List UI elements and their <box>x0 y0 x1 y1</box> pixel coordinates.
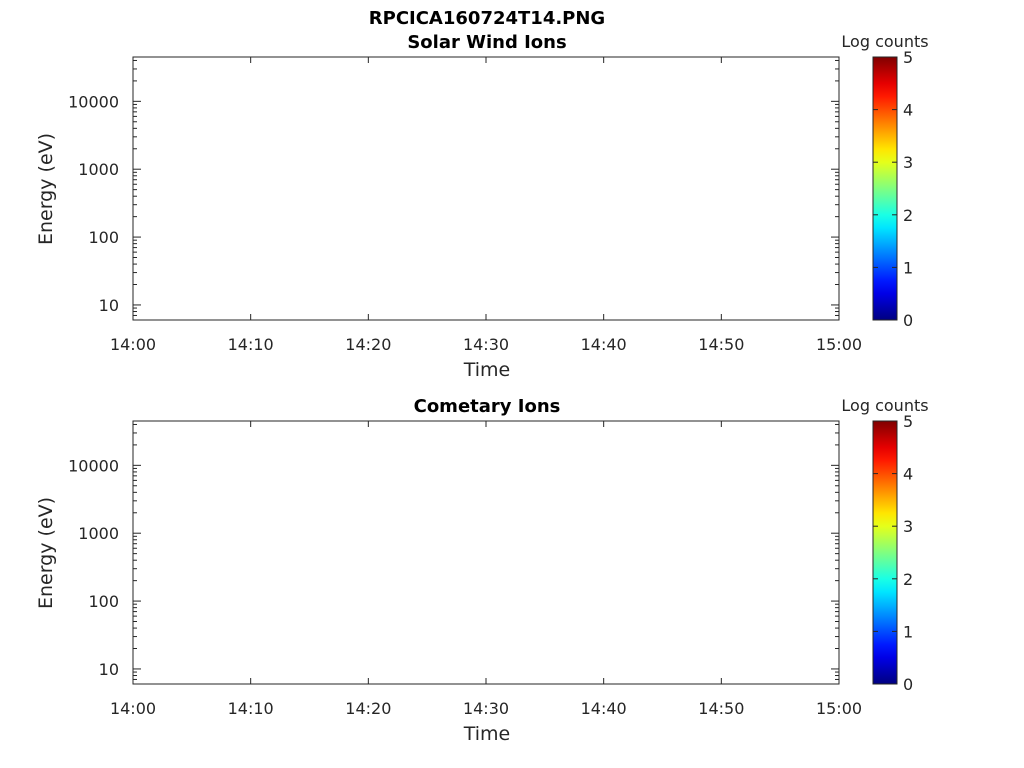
x-tick-label: 14:50 <box>698 335 744 354</box>
colorbar: 0 1 2 3 4 5 <box>872 48 913 330</box>
x-tick-label: 14:30 <box>463 699 509 718</box>
x-tick-label: 14:50 <box>698 699 744 718</box>
colorbar-label: Log counts <box>841 396 928 415</box>
colorbar-tick-label: 1 <box>903 622 913 641</box>
x-axis-label: Time <box>463 723 511 745</box>
y-tick-label: 10000 <box>68 92 119 111</box>
figure-title: RPCICA160724T14.PNG <box>369 8 605 29</box>
panel-solar-wind-ions: Solar Wind Ions 14:00 14:10 14:20 14:30 14:4… <box>35 32 929 381</box>
colorbar-tick-label: 0 <box>903 311 913 330</box>
x-tick-label: 14:20 <box>345 699 391 718</box>
colorbar-tick-label: 2 <box>903 570 913 589</box>
y-tick-label: 100 <box>88 228 119 247</box>
y-tick-label: 1000 <box>78 524 119 543</box>
x-tick-label: 15:00 <box>816 335 862 354</box>
colorbar-tick-label: 5 <box>903 412 913 431</box>
colorbar-gradient <box>872 420 898 685</box>
y-axis: 10 100 1000 10000 <box>68 59 839 321</box>
panel-cometary-ions: Cometary Ions 14:00 14:10 14:20 14:30 14:40 1… <box>35 396 929 745</box>
x-tick-label: 14:00 <box>110 699 156 718</box>
plot-area <box>132 56 840 321</box>
colorbar-tick-label: 0 <box>903 675 913 694</box>
x-tick-label: 15:00 <box>816 699 862 718</box>
y-tick-label: 10 <box>99 660 119 679</box>
x-axis-label: Time <box>463 359 511 381</box>
colorbar-label: Log counts <box>841 32 928 51</box>
colorbar-tick-label: 3 <box>903 517 913 536</box>
x-tick-label: 14:10 <box>228 335 274 354</box>
colorbar-tick-label: 4 <box>903 101 913 120</box>
y-tick-label: 10 <box>99 296 119 315</box>
colorbar-tick-label: 5 <box>903 48 913 67</box>
y-tick-label: 1000 <box>78 160 119 179</box>
x-tick-label: 14:30 <box>463 335 509 354</box>
colorbar-tick-label: 4 <box>903 465 913 484</box>
x-tick-label: 14:20 <box>345 335 391 354</box>
panel-title: Cometary Ions <box>414 396 561 417</box>
y-axis-label: Energy (eV) <box>35 133 57 245</box>
x-tick-label: 14:40 <box>581 335 627 354</box>
x-tick-label: 14:40 <box>581 699 627 718</box>
y-tick-label: 100 <box>88 592 119 611</box>
plot-area <box>132 420 840 685</box>
colorbar-tick-label: 1 <box>903 258 913 277</box>
y-tick-label: 10000 <box>68 456 119 475</box>
x-axis: 14:00 14:10 14:20 14:30 14:40 14:50 15:00 <box>110 57 862 354</box>
colorbar-tick-label: 3 <box>903 153 913 172</box>
x-axis: 14:00 14:10 14:20 14:30 14:40 14:50 15:00 <box>110 421 862 718</box>
y-axis: 10 100 1000 10000 <box>68 423 839 685</box>
x-tick-label: 14:10 <box>228 699 274 718</box>
panel-title: Solar Wind Ions <box>407 32 566 53</box>
colorbar: 0 1 2 3 4 5 <box>872 412 913 694</box>
colorbar-tick-label: 2 <box>903 206 913 225</box>
y-axis-label: Energy (eV) <box>35 497 57 609</box>
colorbar-gradient <box>872 56 898 321</box>
x-tick-label: 14:00 <box>110 335 156 354</box>
